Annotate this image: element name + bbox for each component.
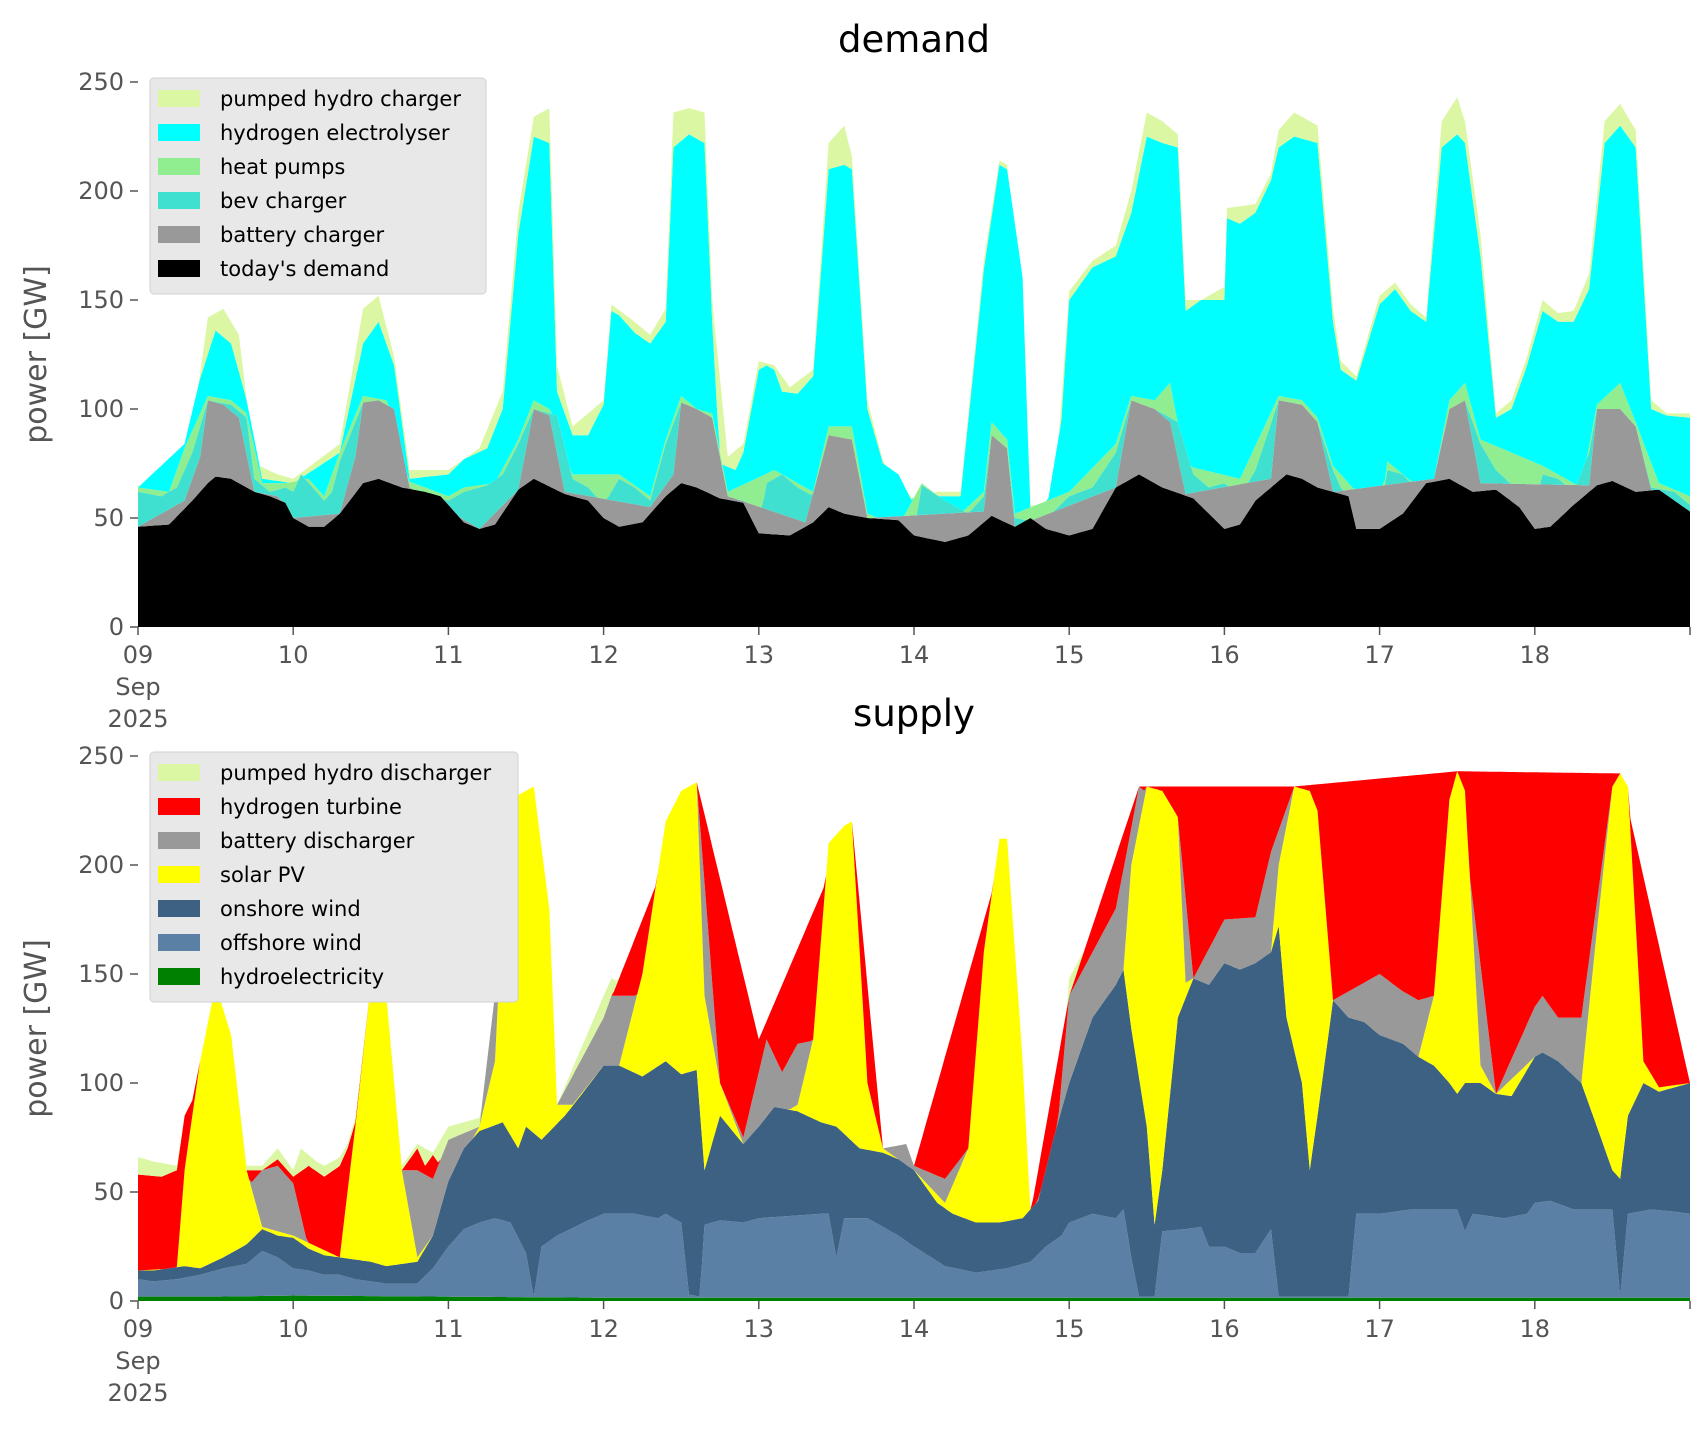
legend-swatch-solar-pv bbox=[158, 866, 200, 883]
supply-plot-area bbox=[138, 771, 1690, 1301]
legend-swatch-onshore-wind bbox=[158, 900, 200, 917]
legend-label-battery-charger: battery charger bbox=[220, 223, 385, 247]
supply-y-axis: 0 50 100 150 200 250 power [GW] bbox=[19, 742, 138, 1315]
legend-swatch-today-s-demand bbox=[158, 260, 200, 277]
demand-plot-area bbox=[138, 97, 1690, 627]
x-tick-label: 10 bbox=[278, 641, 309, 669]
demand-legend: pumped hydro charger hydrogen electrolyse… bbox=[149, 77, 487, 295]
legend-swatch-battery-charger bbox=[158, 226, 200, 243]
legend-label-hydrogen-electrolyser: hydrogen electrolyser bbox=[220, 121, 450, 145]
x-tick-label: 18 bbox=[1520, 641, 1551, 669]
y-tick-label: 50 bbox=[93, 504, 124, 532]
x-tick-label: 11 bbox=[433, 1315, 464, 1343]
legend-label-hydroelectricity: hydroelectricity bbox=[220, 965, 384, 989]
area-onshore-wind bbox=[138, 926, 1690, 1297]
area-solar-pv bbox=[138, 771, 1690, 1271]
legend-swatch-pumped-hydro-charger bbox=[158, 90, 200, 107]
x-tick-label-month: Sep bbox=[115, 673, 160, 701]
y-tick-label: 200 bbox=[78, 177, 124, 205]
y-tick-label: 250 bbox=[78, 742, 124, 770]
x-tick-label: 17 bbox=[1364, 641, 1395, 669]
x-tick-label: 09 bbox=[123, 1315, 154, 1343]
y-tick-label: 150 bbox=[78, 960, 124, 988]
x-tick-label-month: Sep bbox=[115, 1347, 160, 1375]
legend-label-onshore-wind: onshore wind bbox=[220, 897, 361, 921]
demand-y-axis: 0 50 100 150 200 250 power [GW] bbox=[19, 68, 138, 641]
area-hydrogen-electrolyser bbox=[138, 125, 1690, 518]
legend-swatch-offshore-wind bbox=[158, 934, 200, 951]
x-tick-label: 13 bbox=[744, 1315, 775, 1343]
x-tick-label: 18 bbox=[1520, 1315, 1551, 1343]
x-tick-label: 10 bbox=[278, 1315, 309, 1343]
demand-y-axis-label: power [GW] bbox=[19, 265, 54, 444]
x-tick-label: 16 bbox=[1209, 641, 1240, 669]
x-tick-label: 11 bbox=[433, 641, 464, 669]
x-tick-label: 13 bbox=[744, 641, 775, 669]
y-tick-label: 100 bbox=[78, 1069, 124, 1097]
y-tick-label: 0 bbox=[109, 613, 124, 641]
legend-label-solar-pv: solar PV bbox=[220, 863, 305, 887]
area-battery-charger bbox=[138, 400, 1690, 542]
legend-label-pumped-hydro-discharger: pumped hydro discharger bbox=[220, 761, 491, 785]
legend-swatch-hydrogen-turbine bbox=[158, 798, 200, 815]
legend-swatch-bev-charger bbox=[158, 192, 200, 209]
area-today-s-demand bbox=[138, 474, 1690, 627]
legend-box bbox=[149, 751, 519, 1003]
legend-box bbox=[149, 77, 487, 295]
area-pumped-hydro-charger bbox=[138, 97, 1690, 508]
area-hydroelectricity bbox=[138, 1295, 1690, 1301]
y-tick-label: 200 bbox=[78, 851, 124, 879]
legend-swatch-hydroelectricity bbox=[158, 968, 200, 985]
legend-swatch-heat-pumps bbox=[158, 158, 200, 175]
supply-legend: pumped hydro discharger hydrogen turbine b… bbox=[149, 751, 519, 1003]
legend-swatch-pumped-hydro-discharger bbox=[158, 764, 200, 781]
area-battery-discharger bbox=[138, 771, 1690, 1271]
x-tick-label: 14 bbox=[899, 1315, 930, 1343]
legend-swatch-battery-discharger bbox=[158, 832, 200, 849]
area-offshore-wind bbox=[138, 1200, 1690, 1298]
y-tick-label: 150 bbox=[78, 286, 124, 314]
x-tick-label: 09 bbox=[123, 641, 154, 669]
supply-panel: supply 0 50 100 150 200 250 power [GW] 09 Sep 2025… bbox=[19, 692, 1691, 1407]
legend-swatch-hydrogen-electrolyser bbox=[158, 124, 200, 141]
legend-label-bev-charger: bev charger bbox=[220, 189, 347, 213]
area-bev-charger bbox=[138, 400, 1690, 529]
supply-y-axis-label: power [GW] bbox=[19, 939, 54, 1118]
legend-label-battery-discharger: battery discharger bbox=[220, 829, 415, 853]
x-tick-label: 17 bbox=[1364, 1315, 1395, 1343]
x-tick-label: 15 bbox=[1054, 641, 1085, 669]
y-tick-label: 50 bbox=[93, 1178, 124, 1206]
x-tick-label: 15 bbox=[1054, 1315, 1085, 1343]
x-tick-label: 12 bbox=[588, 641, 619, 669]
x-tick-label: 14 bbox=[899, 641, 930, 669]
demand-title: demand bbox=[838, 18, 990, 61]
area-hydrogen-turbine bbox=[138, 771, 1690, 1271]
legend-label-heat-pumps: heat pumps bbox=[220, 155, 345, 179]
y-tick-label: 0 bbox=[109, 1287, 124, 1315]
supply-title: supply bbox=[853, 692, 975, 735]
x-tick-label-year: 2025 bbox=[107, 1379, 168, 1407]
y-tick-label: 100 bbox=[78, 395, 124, 423]
x-tick-label-year: 2025 bbox=[107, 705, 168, 733]
legend-label-pumped-hydro-charger: pumped hydro charger bbox=[220, 87, 461, 111]
demand-panel: demand 0 50 100 150 200 250 power [GW] 09 Sep 2025… bbox=[19, 18, 1691, 733]
demand-x-axis: 09 Sep 2025 10 11 12 13 14 15 16 17 18 bbox=[107, 627, 1691, 733]
legend-label-hydrogen-turbine: hydrogen turbine bbox=[220, 795, 402, 819]
x-tick-label: 12 bbox=[588, 1315, 619, 1343]
x-tick-label: 16 bbox=[1209, 1315, 1240, 1343]
legend-label-offshore-wind: offshore wind bbox=[220, 931, 362, 955]
legend-label-today-s-demand: today's demand bbox=[220, 257, 389, 281]
y-tick-label: 250 bbox=[78, 68, 124, 96]
supply-x-axis: 09 Sep 2025 10 11 12 13 14 15 16 17 18 bbox=[107, 1301, 1691, 1407]
